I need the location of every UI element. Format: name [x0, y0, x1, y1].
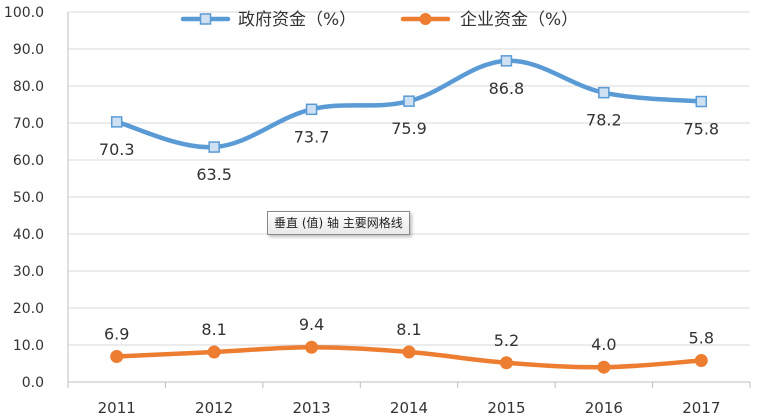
- y-tick-label: 40.0: [13, 227, 44, 243]
- data-label: 9.4: [299, 315, 324, 334]
- data-point: [305, 103, 318, 116]
- y-tick-label: 60.0: [13, 153, 44, 169]
- data-point: [694, 354, 708, 368]
- data-label: 70.3: [99, 140, 135, 159]
- y-tick-label: 80.0: [13, 79, 44, 95]
- data-label: 6.9: [104, 324, 129, 343]
- legend-marker: [419, 13, 432, 25]
- data-point: [598, 86, 610, 99]
- x-tick-label: 2012: [195, 399, 233, 417]
- data-point: [110, 116, 123, 128]
- x-tick-label: 2017: [682, 399, 720, 417]
- gridline-tooltip: 垂直 (值) 轴 主要网格线: [267, 211, 410, 235]
- data-label: 63.5: [196, 165, 232, 184]
- x-axis: 2011 2012 2013 2014 2015 2016 2017: [67, 12, 751, 417]
- y-tick-label: 10.0: [13, 338, 44, 354]
- data-point: [597, 360, 611, 374]
- data-label: 86.8: [489, 79, 525, 98]
- series-lines: [110, 55, 708, 374]
- y-axis-ticks: 0.0 10.0 20.0 30.0 40.0 50.0 60.0 70.0 80.0 90.0 1…: [4, 5, 44, 391]
- x-tick-label: 2013: [292, 399, 330, 417]
- data-label: 8.1: [396, 320, 421, 339]
- x-tick-label: 2011: [98, 399, 136, 417]
- y-tick-label: 100.0: [4, 5, 44, 21]
- legend-marker: [199, 13, 212, 25]
- data-label: 8.1: [201, 320, 226, 339]
- x-tick-label: 2014: [390, 399, 428, 417]
- data-point: [695, 95, 708, 108]
- x-tick-label: 2015: [487, 399, 525, 417]
- y-tick-label: 0.0: [22, 375, 44, 391]
- y-tick-label: 30.0: [13, 264, 44, 280]
- data-point: [207, 345, 221, 359]
- y-tick-label: 20.0: [13, 301, 44, 317]
- data-point: [305, 340, 319, 354]
- data-point: [499, 356, 513, 370]
- data-labels: 70.3 63.5 73.7 75.9 86.8 78.2 75.8 6.9 8.1 9.4 8.1…: [99, 79, 719, 354]
- data-label: 78.2: [586, 111, 622, 130]
- y-tick-label: 70.0: [13, 116, 44, 132]
- data-point: [402, 345, 416, 359]
- data-point: [208, 141, 220, 153]
- legend: 政府资金（%） 企业资金（%）: [180, 10, 578, 30]
- legend-label: 政府资金（%）: [238, 10, 356, 30]
- data-label: 73.7: [294, 127, 330, 146]
- y-tick-label: 90.0: [13, 42, 44, 58]
- data-label: 75.8: [683, 120, 719, 139]
- data-point: [500, 55, 513, 67]
- data-label: 5.8: [689, 329, 714, 348]
- legend-label: 企业资金（%）: [460, 10, 578, 30]
- data-point: [110, 349, 124, 363]
- x-tick-label: 2016: [585, 399, 623, 417]
- data-label: 5.2: [494, 331, 519, 350]
- y-tick-label: 50.0: [13, 190, 44, 206]
- data-point: [403, 95, 415, 107]
- gridlines: [68, 11, 750, 346]
- data-label: 4.0: [591, 335, 616, 354]
- data-label: 75.9: [391, 119, 427, 138]
